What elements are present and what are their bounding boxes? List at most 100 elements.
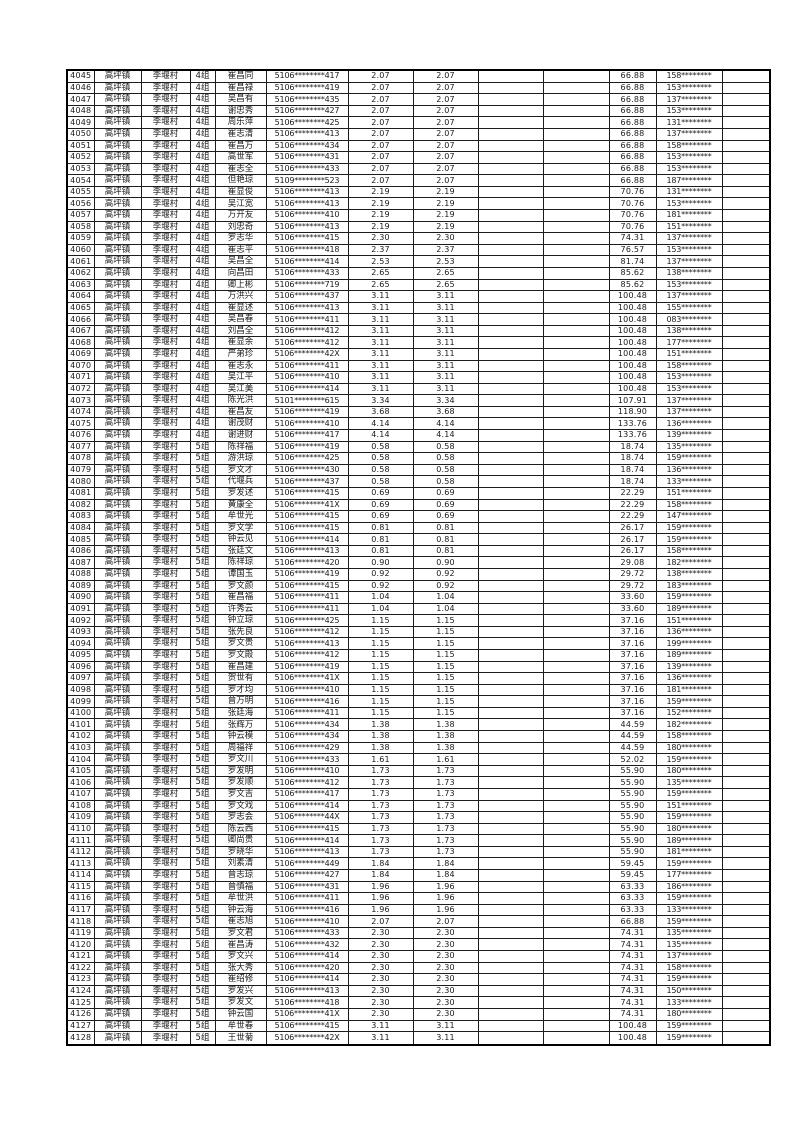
cell-row-no: 4117 <box>66 903 95 917</box>
cell-value-2: 2.30 <box>412 1007 479 1021</box>
cell-name: 牟世洪 <box>214 892 267 905</box>
table-row: 4115 高坪镇 李堰村 5组 曾慎福 5106********431 1.96 1.96 63… <box>66 880 771 894</box>
cell-row-no: 4127 <box>66 1019 95 1033</box>
cell-id-masked: 5106********415 <box>265 232 349 245</box>
cell-value-2: 3.11 <box>412 359 479 373</box>
table-row: 4072 高坪镇 李堰村 4组 吴江美 5106********414 3.11 3.11 10… <box>66 382 771 396</box>
cell-village: 李堰村 <box>140 220 191 234</box>
cell-town: 高坪镇 <box>93 116 142 129</box>
cell-row-no: 4087 <box>66 556 95 569</box>
cell-value-1: 0.58 <box>347 452 414 465</box>
table-row: 4103 高坪镇 李堰村 5组 周福祥 5106********429 1.38 1.38 44… <box>66 741 771 755</box>
cell-value-2: 0.69 <box>412 486 479 500</box>
cell-amount: 66.88 <box>608 116 657 129</box>
cell-amount: 66.88 <box>608 128 657 141</box>
cell-blank <box>477 243 544 257</box>
cell-amount: 22.29 <box>608 486 657 500</box>
cell-blank <box>477 961 544 975</box>
cell-value-2: 1.73 <box>412 776 479 789</box>
cell-id-masked: 5106********429 <box>265 741 349 755</box>
cell-phone-masked: 180******** <box>655 822 723 836</box>
cell-name: 刘忠奇 <box>214 220 267 234</box>
cell-phone-masked: 158******** <box>655 69 723 83</box>
cell-value-1: 3.11 <box>347 348 414 361</box>
cell-blank <box>542 695 610 708</box>
cell-blank <box>477 614 544 627</box>
cell-group: 4组 <box>189 81 216 95</box>
cell-blank <box>721 926 771 940</box>
cell-phone-masked: 151******** <box>655 799 723 813</box>
cell-id-masked: 5106********417 <box>265 69 349 83</box>
cell-id-masked: 5106********434 <box>265 730 349 743</box>
cell-value-2: 1.96 <box>412 903 479 917</box>
cell-group: 4组 <box>189 371 216 384</box>
cell-blank <box>477 255 544 268</box>
cell-amount: 63.33 <box>608 903 657 917</box>
cell-row-no: 4081 <box>66 486 95 500</box>
cell-value-1: 0.92 <box>347 579 414 593</box>
cell-blank <box>477 475 544 488</box>
cell-row-no: 4047 <box>66 93 95 106</box>
cell-value-2: 1.73 <box>412 787 479 801</box>
cell-name: 贺世有 <box>214 672 267 685</box>
table-row: 4069 高坪镇 李堰村 4组 严弟珍 5106********42X 3.11 3.11 10… <box>66 348 771 361</box>
cell-group: 4组 <box>189 429 216 442</box>
cell-value-1: 3.11 <box>347 1031 414 1046</box>
cell-value-1: 3.11 <box>347 371 414 384</box>
cell-amount: 66.88 <box>608 151 657 164</box>
cell-value-2: 0.58 <box>412 463 479 477</box>
cell-blank <box>542 984 610 998</box>
table-row: 4118 高坪镇 李堰村 5组 崔志旭 5106********410 2.07 2.07 66… <box>66 915 771 928</box>
cell-value-1: 0.58 <box>347 463 414 477</box>
cell-blank <box>542 591 610 604</box>
table-row: 4113 高坪镇 李堰村 5组 刘素清 5106********449 1.84 1.84 59… <box>66 857 771 870</box>
cell-id-masked: 5106********415 <box>265 510 349 523</box>
cell-group: 5组 <box>189 869 216 882</box>
cell-group: 5组 <box>189 579 216 593</box>
cell-blank <box>721 672 771 685</box>
cell-amount: 55.90 <box>608 787 657 801</box>
cell-id-masked: 5106********414 <box>265 533 349 546</box>
cell-name: 代堰兵 <box>214 475 267 488</box>
cell-value-1: 3.11 <box>347 359 414 373</box>
cell-village: 李堰村 <box>140 209 191 222</box>
cell-blank <box>721 104 771 118</box>
cell-id-masked: 5106********44X <box>265 811 349 824</box>
cell-blank <box>477 394 544 407</box>
cell-value-2: 2.30 <box>412 961 479 975</box>
cell-value-2: 1.15 <box>412 660 479 674</box>
cell-id-masked: 5106********417 <box>265 429 349 442</box>
cell-amount: 33.60 <box>608 591 657 604</box>
cell-phone-masked: 189******** <box>655 602 723 616</box>
cell-blank <box>721 938 771 952</box>
cell-id-masked: 5106********412 <box>265 776 349 789</box>
cell-blank <box>542 162 610 176</box>
cell-group: 5组 <box>189 996 216 1009</box>
cell-amount: 66.88 <box>608 139 657 153</box>
cell-village: 李堰村 <box>140 463 191 477</box>
cell-amount: 74.31 <box>608 984 657 998</box>
cell-blank <box>542 579 610 593</box>
cell-value-1: 0.81 <box>347 533 414 546</box>
cell-value-2: 0.81 <box>412 533 479 546</box>
cell-name: 张廷文 <box>214 544 267 558</box>
cell-group: 5组 <box>189 787 216 801</box>
cell-blank <box>477 128 544 141</box>
cell-town: 高坪镇 <box>93 93 142 106</box>
cell-value-2: 2.07 <box>412 162 479 176</box>
cell-phone-masked: 135******** <box>655 926 723 940</box>
cell-group: 4组 <box>189 151 216 164</box>
cell-row-no: 4066 <box>66 313 95 326</box>
table-row: 4093 高坪镇 李堰村 5组 张先良 5106********412 1.15 1.15 37… <box>66 625 771 639</box>
cell-group: 5组 <box>189 776 216 789</box>
cell-village: 李堰村 <box>140 139 191 153</box>
cell-row-no: 4099 <box>66 695 95 708</box>
table-row: 4060 高坪镇 李堰村 4组 崔志平 5106********418 2.37 2.37 76… <box>66 243 771 257</box>
cell-blank <box>721 463 771 477</box>
cell-blank <box>477 764 544 778</box>
cell-phone-masked: 136******** <box>655 463 723 477</box>
cell-village: 李堰村 <box>140 753 191 766</box>
cell-phone-masked: 137******** <box>655 93 723 106</box>
cell-row-no: 4076 <box>66 429 95 442</box>
cell-id-masked: 5106********437 <box>265 475 349 488</box>
